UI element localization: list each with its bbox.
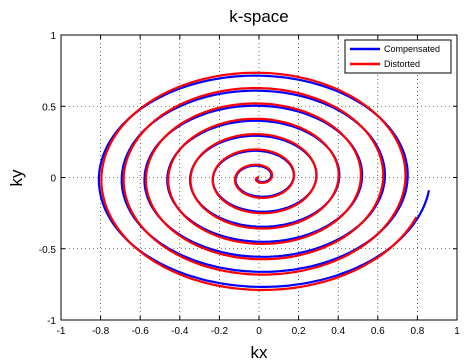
chart-title: k-space	[229, 7, 289, 26]
x-tick-label: 0.4	[331, 326, 345, 337]
legend-label-distorted: Distorted	[384, 59, 420, 69]
x-tick-label: -0.8	[92, 326, 110, 337]
x-axis-ticks: -1 -0.8 -0.6 -0.4 -0.2 0 0.2 0.4 0.6 0.8 1	[57, 35, 460, 337]
y-tick-label: -1	[47, 316, 56, 327]
y-tick-label: 0	[50, 174, 56, 185]
x-tick-label: -1	[57, 326, 66, 337]
y-tick-label: -0.5	[39, 245, 57, 256]
x-tick-label: -0.2	[211, 326, 229, 337]
y-axis-ticks: -1 -0.5 0 0.5 1	[39, 31, 457, 327]
legend-label-compensated: Compensated	[384, 44, 440, 54]
x-tick-label: 0.8	[410, 326, 424, 337]
x-tick-label: 0.2	[292, 326, 306, 337]
x-tick-label: -0.6	[132, 326, 150, 337]
x-axis-label: kx	[251, 343, 269, 362]
y-tick-label: 1	[50, 31, 56, 42]
x-tick-label: 1	[454, 326, 460, 337]
series-line-compensated	[97, 74, 431, 288]
x-tick-label: -0.4	[171, 326, 189, 337]
x-tick-label: 0	[256, 326, 262, 337]
series-line-distorted	[100, 71, 418, 292]
y-axis-label: ky	[7, 169, 26, 187]
x-tick-label: 0.6	[371, 326, 385, 337]
legend-box	[344, 39, 452, 74]
plot-area	[97, 71, 431, 292]
y-tick-label: 0.5	[42, 102, 56, 113]
legend: Compensated Distorted	[344, 39, 452, 74]
